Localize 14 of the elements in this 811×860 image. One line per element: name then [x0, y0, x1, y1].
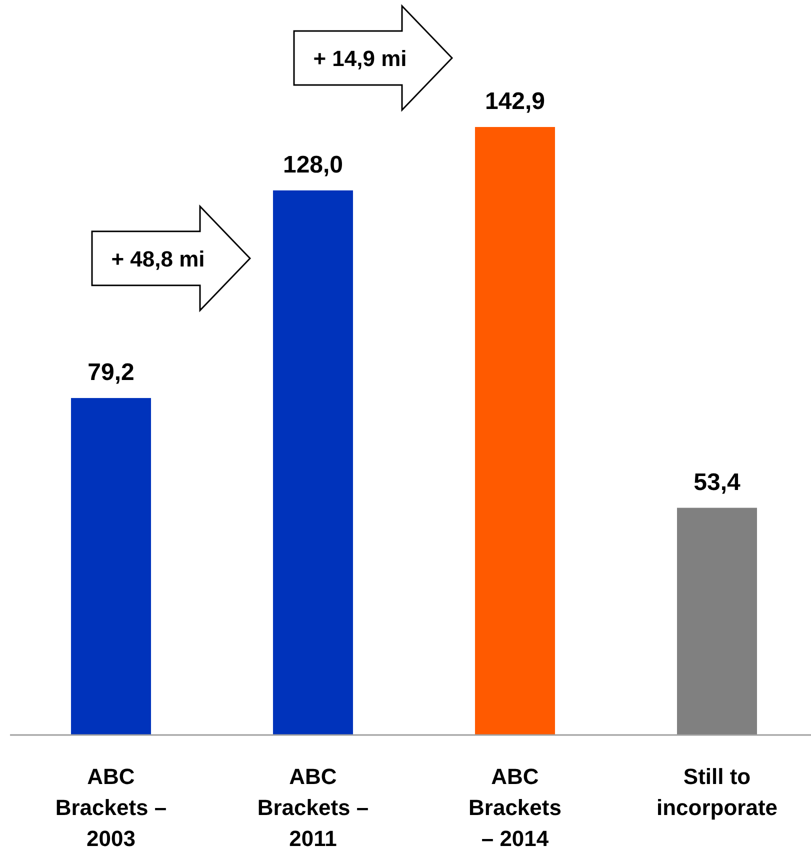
text: + 14,9 mi — [313, 46, 407, 71]
x-tick-label: ABC Brackets – 2011 — [257, 764, 369, 851]
x-tick-label: ABC Brackets – 2014 — [468, 764, 562, 851]
annotation: + 48,8 mi — [111, 246, 205, 272]
data-label: 128,0 — [282, 151, 344, 178]
bar — [677, 508, 757, 735]
bar — [71, 398, 151, 735]
x-tick-label: Still to incorporate — [656, 764, 778, 820]
data-label: 53,4 — [694, 468, 742, 496]
bar — [273, 190, 353, 735]
bar — [475, 127, 555, 735]
data-label: 142,9 — [484, 88, 546, 115]
x-tick-label: ABC Brackets – 2003 — [55, 764, 167, 851]
data-label: 79,2 — [88, 359, 134, 386]
